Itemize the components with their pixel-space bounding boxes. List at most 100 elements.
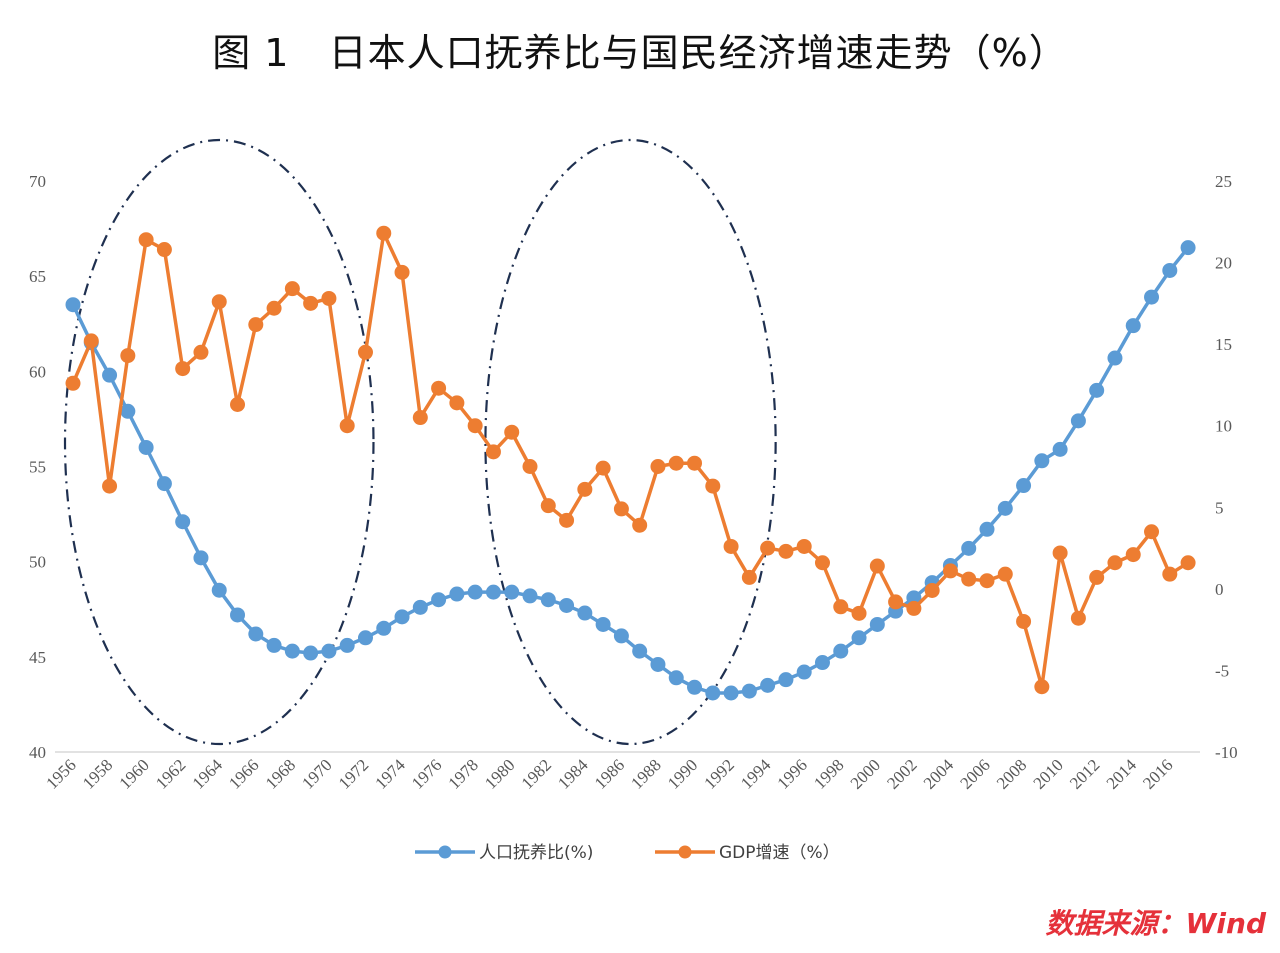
dependency-ratio-point [485, 584, 501, 600]
x-tick-label: 1994 [737, 755, 775, 793]
dependency-ratio-point [595, 616, 611, 632]
y-left-tick-label: 70 [29, 172, 46, 191]
legend-item: 人口抚养比(%) [415, 843, 593, 863]
dependency-ratio-point [522, 588, 538, 604]
gdp-growth-point [814, 555, 830, 571]
dependency-ratio-point [376, 620, 392, 636]
gdp-growth-point [266, 300, 282, 316]
dependency-ratio-point [211, 582, 227, 598]
dependency-ratio-point [1107, 350, 1123, 366]
x-tick-label: 1966 [225, 755, 262, 792]
x-tick-label: 1984 [554, 755, 592, 793]
x-tick-label: 1960 [115, 755, 152, 792]
dependency-ratio-point [1125, 318, 1141, 334]
dependency-ratio-point [559, 597, 575, 613]
dependency-ratio-point [65, 297, 81, 313]
gdp-growth-point [1107, 555, 1123, 571]
gdp-growth-point [321, 290, 337, 306]
gdp-growth-point [1125, 547, 1141, 563]
dependency-ratio-point [613, 628, 629, 644]
x-tick-label: 1982 [518, 755, 555, 792]
x-tick-label: 1958 [79, 755, 116, 792]
dependency-ratio-point [193, 550, 209, 566]
dash-dot-ellipse-annotation [63, 138, 375, 746]
gdp-growth-point [1070, 610, 1086, 626]
gdp-growth-point [156, 242, 172, 258]
dependency-ratio-point [869, 616, 885, 632]
gdp-growth-point [522, 459, 538, 474]
dependency-ratio-point [230, 607, 246, 623]
gdp-growth-point [924, 582, 940, 598]
gdp-growth-point [833, 599, 849, 615]
dependency-ratio-point [1162, 262, 1178, 278]
gdp-growth-point [1089, 569, 1105, 585]
x-tick-label: 1976 [408, 755, 445, 792]
dependency-ratio-point [449, 586, 465, 602]
x-tick-label: 1986 [591, 755, 628, 792]
dependency-ratio-point [248, 626, 264, 642]
y-right-tick-label: 20 [1215, 254, 1232, 273]
x-tick-label: 2008 [993, 755, 1030, 792]
dependency-ratio-point [997, 500, 1013, 516]
x-tick-label: 2010 [1029, 755, 1066, 792]
gdp-growth-point [120, 348, 136, 364]
dependency-ratio-point [741, 683, 757, 699]
x-tick-label: 2004 [920, 755, 958, 793]
y-right-tick-label: -5 [1215, 661, 1229, 680]
dependency-ratio-point [504, 584, 520, 600]
dependency-ratio-point [851, 630, 867, 646]
y-left-tick-label: 50 [29, 553, 46, 572]
dependency-ratio-point [906, 590, 922, 606]
dependency-ratio-point [303, 645, 319, 661]
gdp-growth-point [394, 264, 410, 280]
gdp-growth-point [577, 481, 593, 497]
x-tick-label: 2014 [1103, 755, 1141, 793]
gdp-growth-point [65, 375, 81, 391]
dependency-ratio-point [723, 685, 739, 701]
dependency-ratio-point [668, 670, 684, 686]
dependency-ratio-point [1016, 478, 1032, 494]
gdp-growth-point [284, 281, 300, 297]
x-tick-label: 1992 [700, 755, 737, 792]
dependency-ratio-point [1144, 289, 1160, 305]
dependency-ratio-point [540, 592, 556, 608]
x-tick-label: 1990 [664, 755, 701, 792]
gdp-growth-point [339, 418, 355, 434]
x-tick-label: 1996 [774, 755, 811, 792]
dependency-ratio-point [1089, 382, 1105, 398]
gdp-growth-point [1034, 679, 1050, 695]
dependency-ratio-point [796, 664, 812, 680]
dependency-ratio-point [1180, 240, 1196, 256]
y-left-tick-label: 40 [29, 743, 46, 762]
dependency-ratio-point [467, 584, 483, 600]
y-right-tick-label: 0 [1215, 580, 1224, 599]
dependency-ratio-point [1052, 441, 1068, 457]
gdp-growth-point [595, 460, 611, 476]
dependency-ratio-point [120, 403, 136, 419]
gdp-growth-point [705, 478, 721, 494]
gdp-growth-point [211, 294, 227, 310]
gdp-growth-point [102, 478, 118, 494]
chart-title: 图 1 日本人口抚养比与国民经济增速走势（%） [212, 31, 1068, 75]
y-left-tick-label: 45 [29, 648, 46, 667]
gdp-growth-point [1180, 555, 1196, 571]
gdp-growth-point [540, 498, 556, 514]
gdp-growth-point [485, 444, 501, 460]
x-tick-label: 2012 [1066, 755, 1103, 792]
dependency-ratio-point [760, 677, 776, 693]
dependency-ratio-point [705, 685, 721, 701]
dependency-ratio-point [138, 439, 154, 455]
gdp-growth-point [760, 540, 776, 556]
dash-dot-ellipse-annotation [484, 138, 777, 746]
x-tick-label: 1980 [481, 755, 518, 792]
x-tick-label: 1974 [371, 755, 409, 793]
legend-label: 人口抚养比(%) [479, 843, 593, 863]
dependency-ratio-point [1034, 453, 1050, 469]
gdp-growth-point [559, 512, 575, 528]
y-right-tick-label: 10 [1215, 417, 1232, 436]
x-tick-label: 1988 [627, 755, 664, 792]
x-tick-label: 1972 [335, 755, 372, 792]
gdp-growth-point [175, 361, 191, 377]
gdp-growth-point [431, 380, 447, 396]
gdp-growth-point [851, 605, 867, 621]
